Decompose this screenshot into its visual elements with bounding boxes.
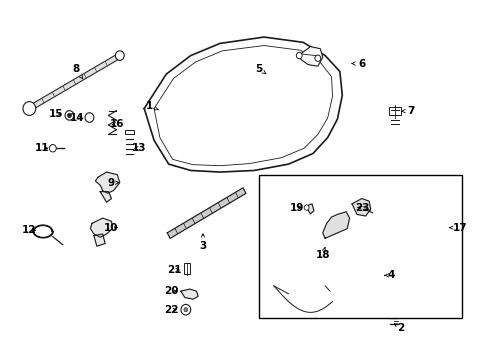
Text: 20: 20 <box>163 286 178 296</box>
Circle shape <box>67 113 71 117</box>
Polygon shape <box>351 198 370 216</box>
Bar <box>388 107 400 116</box>
Text: 3: 3 <box>199 234 206 251</box>
Circle shape <box>296 53 302 59</box>
Text: 7: 7 <box>401 106 414 116</box>
Text: 11: 11 <box>34 143 49 153</box>
Polygon shape <box>94 234 105 246</box>
Text: 2: 2 <box>393 323 404 333</box>
Polygon shape <box>298 46 322 66</box>
Circle shape <box>49 144 56 152</box>
Polygon shape <box>322 212 349 238</box>
Circle shape <box>377 269 389 282</box>
Text: 9: 9 <box>108 177 119 188</box>
Polygon shape <box>28 53 121 111</box>
Polygon shape <box>144 37 342 172</box>
Text: 15: 15 <box>49 109 63 119</box>
Text: 19: 19 <box>289 203 304 212</box>
Text: 22: 22 <box>163 305 178 315</box>
Circle shape <box>65 111 74 120</box>
Text: 6: 6 <box>351 59 365 68</box>
Circle shape <box>314 55 320 62</box>
Text: 21: 21 <box>166 265 181 275</box>
Circle shape <box>304 205 308 210</box>
Bar <box>183 263 189 274</box>
Polygon shape <box>95 172 120 193</box>
Polygon shape <box>181 289 198 299</box>
Text: 5: 5 <box>255 64 265 74</box>
Circle shape <box>183 307 187 312</box>
Text: 13: 13 <box>132 143 146 153</box>
Polygon shape <box>305 204 313 214</box>
Circle shape <box>85 113 94 122</box>
Circle shape <box>23 102 36 116</box>
Circle shape <box>181 305 190 315</box>
Text: 12: 12 <box>22 225 37 235</box>
Polygon shape <box>90 218 112 237</box>
Text: 1: 1 <box>145 101 158 111</box>
Text: 17: 17 <box>448 222 466 233</box>
Text: 16: 16 <box>110 120 124 129</box>
Text: 14: 14 <box>70 113 84 122</box>
Polygon shape <box>100 192 111 202</box>
Bar <box>259 175 461 318</box>
Text: 10: 10 <box>104 222 119 233</box>
Bar <box>124 130 134 135</box>
Circle shape <box>115 51 124 60</box>
Text: 4: 4 <box>384 270 394 280</box>
Polygon shape <box>167 188 245 238</box>
Text: 23: 23 <box>355 203 369 212</box>
Text: 8: 8 <box>72 64 82 79</box>
Text: 18: 18 <box>315 247 329 260</box>
